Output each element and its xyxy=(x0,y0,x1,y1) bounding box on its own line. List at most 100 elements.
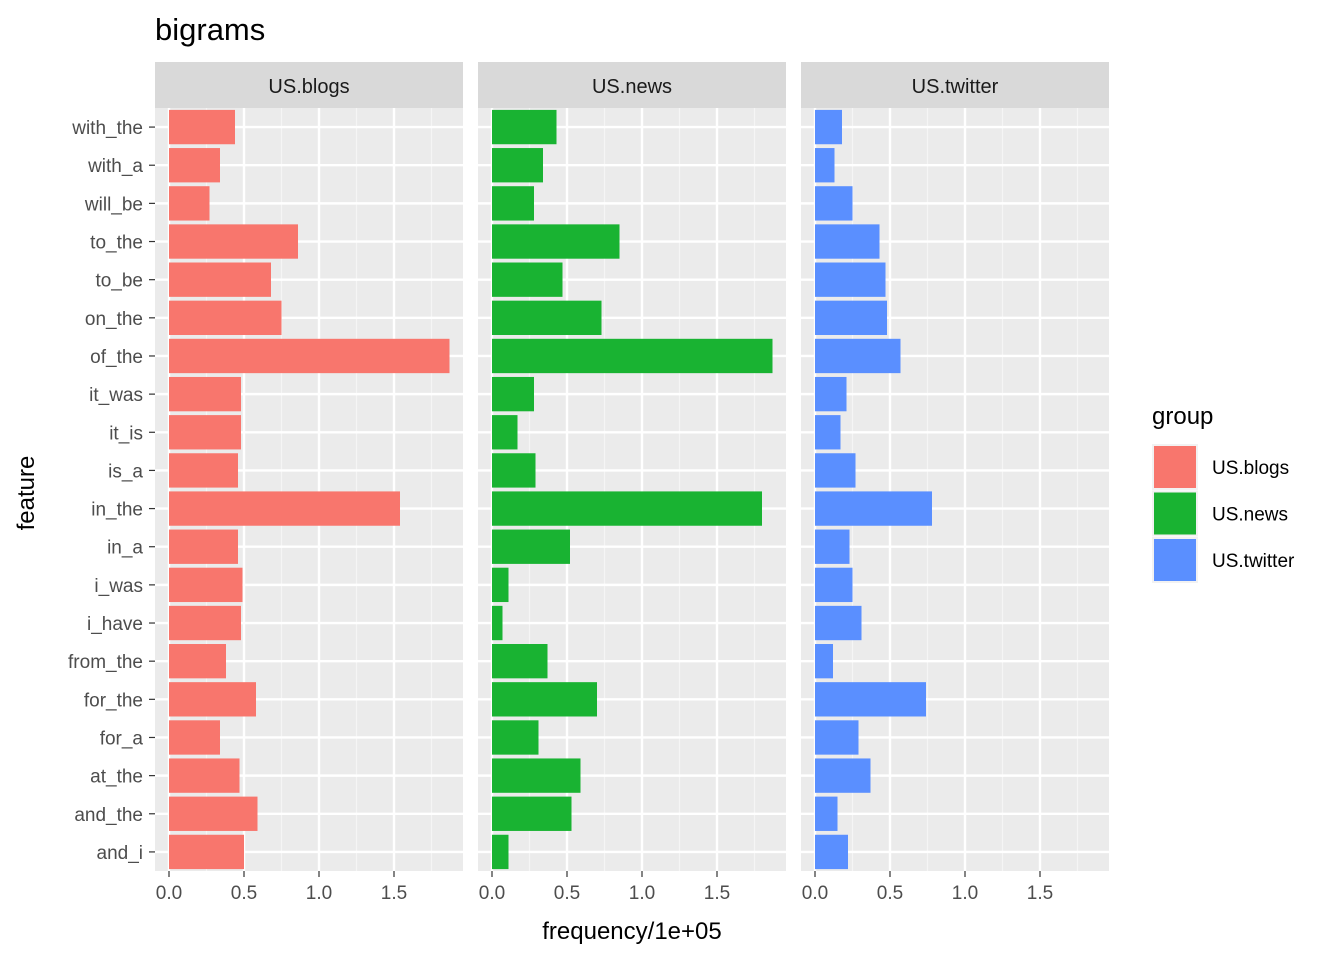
bar-US-blogs-i_have xyxy=(169,605,241,641)
y-tick-label: from_the xyxy=(68,652,143,673)
x-tick-label: 0.5 xyxy=(877,883,903,904)
y-tick-label: and_i xyxy=(97,843,144,864)
panel-US-blogs: US.blogs 0.0 0.5 1.0 1.5 xyxy=(155,62,463,904)
bar-US-blogs-to_be xyxy=(169,262,271,297)
bar-US-news-in_a xyxy=(492,529,570,564)
bar-US-blogs-of_the xyxy=(169,338,450,374)
y-tick-label: in_a xyxy=(107,538,143,559)
bar-US-blogs-at_the xyxy=(169,758,240,793)
y-tick-label: with_a xyxy=(87,156,143,177)
x-tick-label: 0.5 xyxy=(554,883,580,904)
panel-background xyxy=(478,108,786,871)
bar-US-news-will_be xyxy=(492,186,534,221)
panel-background xyxy=(801,108,1109,871)
bar-US-news-with_the xyxy=(492,109,557,145)
y-tick-label: i_have xyxy=(87,614,143,635)
bar-US-twitter-in_the xyxy=(815,491,932,526)
bar-US-blogs-for_a xyxy=(169,720,220,755)
bar-US-blogs-in_the xyxy=(169,491,400,526)
y-tick-label: i_was xyxy=(94,576,143,597)
strip-label: US.news xyxy=(592,76,672,98)
bar-US-news-on_the xyxy=(492,300,602,335)
bar-US-news-to_be xyxy=(492,262,563,297)
bar-US-twitter-of_the xyxy=(815,338,901,374)
bar-US-news-from_the xyxy=(492,644,548,679)
bar-US-news-for_a xyxy=(492,720,539,755)
strip-background xyxy=(801,62,1109,108)
bar-US-news-is_a xyxy=(492,453,536,488)
bar-US-twitter-i_have xyxy=(815,605,862,641)
bar-US-twitter-for_a xyxy=(815,720,859,755)
y-tick-label: to_be xyxy=(95,271,143,292)
bar-US-twitter-it_is xyxy=(815,415,841,450)
bar-US-news-to_the xyxy=(492,224,620,259)
legend-key-US-blogs xyxy=(1154,446,1196,488)
y-tick-label: it_is xyxy=(109,423,143,444)
bar-US-twitter-in_a xyxy=(815,529,850,564)
bar-US-blogs-to_the xyxy=(169,224,298,259)
bar-US-twitter-at_the xyxy=(815,758,871,793)
legend-key-US-news xyxy=(1154,492,1196,535)
x-tick-label: 1.5 xyxy=(704,883,730,904)
bar-US-blogs-in_a xyxy=(169,529,238,564)
x-tick-label: 0.5 xyxy=(231,883,257,904)
y-axis-title: feature xyxy=(13,456,40,531)
bar-US-news-i_have xyxy=(492,605,503,641)
bar-US-blogs-and_i xyxy=(169,834,244,870)
legend: group US.blogs US.news US.twitter xyxy=(1152,403,1295,583)
bar-US-blogs-it_is xyxy=(169,415,241,450)
legend-label: US.news xyxy=(1212,505,1288,526)
y-tick-label: is_a xyxy=(108,461,143,482)
bar-US-twitter-to_the xyxy=(815,224,880,259)
bar-US-twitter-to_be xyxy=(815,262,886,297)
legend-key-US-twitter xyxy=(1154,539,1196,581)
panel-US-twitter: US.twitter 0.0 0.5 1.0 1.5 xyxy=(801,62,1109,904)
y-tick-label: at_the xyxy=(90,767,143,788)
bar-US-blogs-is_a xyxy=(169,453,238,488)
bar-US-twitter-will_be xyxy=(815,186,853,221)
x-tick-label: 1.0 xyxy=(952,883,978,904)
y-tick-label: for_the xyxy=(84,690,143,711)
bar-US-blogs-with_the xyxy=(169,109,235,145)
y-tick-label: and_the xyxy=(74,805,143,826)
bar-US-news-it_is xyxy=(492,415,518,450)
x-tick-label: 1.5 xyxy=(381,883,407,904)
x-axis-title: frequency/1e+05 xyxy=(542,918,721,945)
x-tick-label: 0.0 xyxy=(156,883,182,904)
bar-US-news-at_the xyxy=(492,758,581,793)
bar-US-news-of_the xyxy=(492,338,773,374)
bar-US-twitter-on_the xyxy=(815,300,887,335)
x-tick-label: 1.0 xyxy=(629,883,655,904)
strip-label: US.twitter xyxy=(912,76,999,98)
bar-US-blogs-for_the xyxy=(169,682,256,717)
bar-US-twitter-is_a xyxy=(815,453,856,488)
legend-label: US.twitter xyxy=(1212,551,1295,572)
panel-US-news: US.news 0.0 0.5 1.0 1.5 xyxy=(478,62,786,904)
y-tick-label: for_a xyxy=(100,728,144,749)
y-tick-label: of_the xyxy=(90,347,143,368)
bar-US-blogs-from_the xyxy=(169,644,226,679)
y-tick-label: will_be xyxy=(84,194,143,215)
bar-US-news-and_i xyxy=(492,834,509,870)
legend-label: US.blogs xyxy=(1212,458,1289,479)
y-tick-label: on_the xyxy=(85,309,143,330)
y-tick-label: to_the xyxy=(90,233,143,254)
x-tick-label: 1.5 xyxy=(1027,883,1053,904)
x-tick-label: 1.0 xyxy=(306,883,332,904)
y-axis: with_the with_a will_be to_the to_be on_theof… xyxy=(68,118,155,864)
strip-background xyxy=(478,62,786,108)
strip-background xyxy=(155,62,463,108)
legend-title: group xyxy=(1152,403,1213,430)
bar-US-blogs-with_a xyxy=(169,148,220,183)
bar-US-twitter-for_the xyxy=(815,682,926,717)
bar-US-news-it_was xyxy=(492,376,534,412)
bar-US-news-with_a xyxy=(492,148,543,183)
x-tick-label: 0.0 xyxy=(802,883,828,904)
bar-US-twitter-and_the xyxy=(815,796,838,831)
x-tick-label: 0.0 xyxy=(479,883,505,904)
bar-US-twitter-with_the xyxy=(815,109,842,145)
bar-US-news-for_the xyxy=(492,682,597,717)
bar-US-twitter-from_the xyxy=(815,644,833,679)
